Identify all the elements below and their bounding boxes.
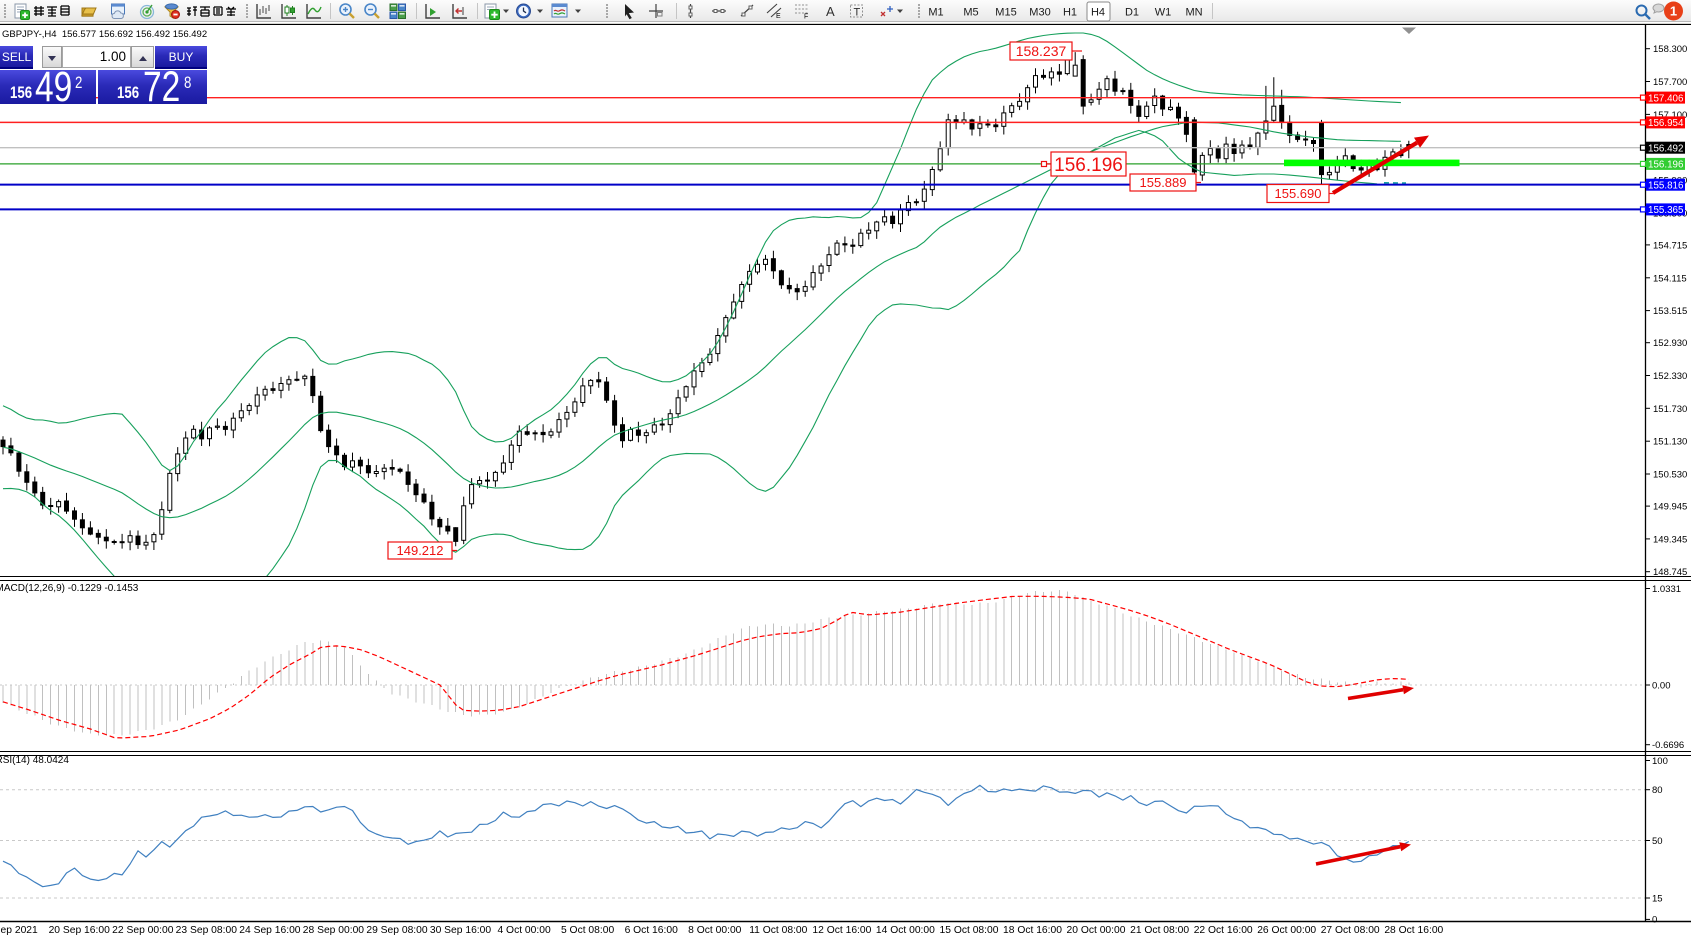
svg-text:20 Sep 16:00: 20 Sep 16:00 [49,925,111,936]
svg-text:RSI(14) 48.0424: RSI(14) 48.0424 [0,755,69,766]
svg-text:154.715: 154.715 [1653,240,1687,251]
svg-text:158.300: 158.300 [1653,44,1687,55]
svg-text:D1: D1 [1125,7,1139,19]
svg-text:E: E [776,13,781,20]
svg-text:157.700: 157.700 [1653,77,1687,88]
svg-text:152.330: 152.330 [1653,371,1687,382]
svg-text:F: F [804,14,808,21]
svg-text:156.954: 156.954 [1648,118,1684,129]
svg-text:153.515: 153.515 [1653,306,1687,317]
svg-text:155.816: 155.816 [1648,181,1684,192]
svg-text:MN: MN [1185,7,1202,19]
svg-text:151.730: 151.730 [1653,404,1687,415]
svg-text:156.196: 156.196 [1648,160,1684,171]
svg-text:80: 80 [1652,785,1663,796]
svg-text:29 Sep 08:00: 29 Sep 08:00 [366,925,428,936]
svg-text:H1: H1 [1063,7,1077,19]
svg-text:150.530: 150.530 [1653,470,1687,481]
svg-text:20 Oct 00:00: 20 Oct 00:00 [1067,925,1126,936]
svg-text:21 Oct 08:00: 21 Oct 08:00 [1130,925,1189,936]
svg-text:M1: M1 [928,7,943,19]
svg-text:A: A [826,4,835,19]
svg-text:50: 50 [1652,836,1663,847]
svg-text:14 Oct 00:00: 14 Oct 00:00 [876,925,935,936]
svg-text:W1: W1 [1155,7,1172,19]
svg-text:H4: H4 [1091,7,1105,19]
svg-text:11 Oct 08:00: 11 Oct 08:00 [749,925,807,936]
svg-text:MACD(12,26,9) -0.1229 -0.1453: MACD(12,26,9) -0.1229 -0.1453 [0,583,139,594]
svg-text:T: T [854,7,861,19]
svg-text:4 Oct 00:00: 4 Oct 00:00 [497,925,551,936]
svg-text:156.196: 156.196 [1054,155,1123,176]
svg-text:28 Oct 16:00: 28 Oct 16:00 [1384,925,1443,936]
svg-text:149.345: 149.345 [1653,534,1687,545]
svg-text:155.365: 155.365 [1648,205,1684,216]
svg-text:M15: M15 [995,7,1016,19]
svg-text:157.100: 157.100 [1653,110,1687,121]
svg-text:M5: M5 [963,7,978,19]
svg-text:149.212: 149.212 [397,543,444,558]
svg-text:12 Oct 16:00: 12 Oct 16:00 [812,925,871,936]
svg-text:6 Oct 16:00: 6 Oct 16:00 [625,925,679,936]
svg-text:22 Sep 00:00: 22 Sep 00:00 [112,925,174,936]
svg-text:27 Oct 08:00: 27 Oct 08:00 [1321,925,1380,936]
svg-text:154.115: 154.115 [1653,273,1687,284]
svg-text:100: 100 [1652,756,1668,767]
svg-text:157.406: 157.406 [1648,93,1684,104]
svg-text:0: 0 [1652,915,1657,926]
svg-text:15 Oct 08:00: 15 Oct 08:00 [940,925,999,936]
svg-text:156.492: 156.492 [1648,144,1683,155]
svg-text:18 Oct 16:00: 18 Oct 16:00 [1003,925,1062,936]
svg-text:-0.6696: -0.6696 [1652,740,1684,751]
svg-text:151.130: 151.130 [1653,437,1687,448]
svg-text:1: 1 [1670,4,1677,19]
svg-text:23 Sep 08:00: 23 Sep 08:00 [176,925,238,936]
svg-text:M30: M30 [1029,7,1050,19]
svg-text:24 Sep 16:00: 24 Sep 16:00 [239,925,301,936]
svg-text:30 Sep 16:00: 30 Sep 16:00 [430,925,492,936]
svg-text:22 Oct 16:00: 22 Oct 16:00 [1194,925,1253,936]
svg-text:15: 15 [1652,893,1663,904]
svg-text:5 Oct 08:00: 5 Oct 08:00 [561,925,615,936]
svg-text:155.690: 155.690 [1275,186,1322,201]
svg-text:Sep 2021: Sep 2021 [0,925,38,936]
svg-text:148.745: 148.745 [1653,567,1687,578]
svg-text:0.00: 0.00 [1652,680,1671,691]
svg-text:152.930: 152.930 [1653,338,1687,349]
svg-text:28 Sep 00:00: 28 Sep 00:00 [303,925,365,936]
svg-text:1.0331: 1.0331 [1652,584,1681,595]
svg-text:26 Oct 00:00: 26 Oct 00:00 [1257,925,1316,936]
svg-text:155.889: 155.889 [1140,175,1187,190]
svg-text:158.237: 158.237 [1016,43,1067,59]
svg-text:8 Oct 00:00: 8 Oct 00:00 [688,925,742,936]
svg-text:149.945: 149.945 [1653,502,1687,513]
